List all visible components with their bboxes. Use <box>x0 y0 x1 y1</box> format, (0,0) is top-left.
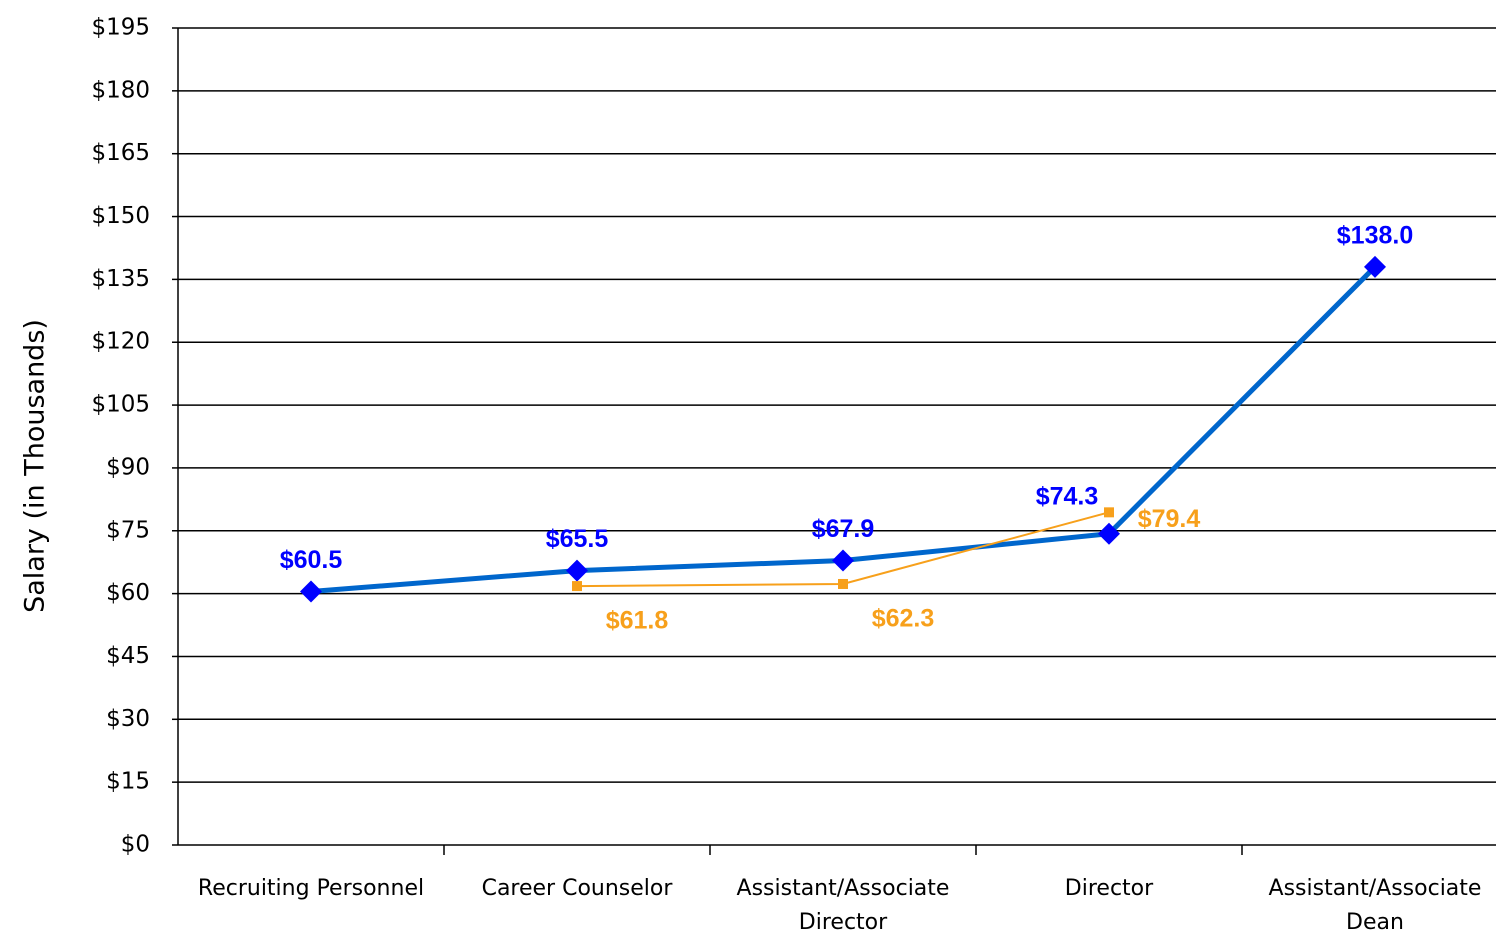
x-tick-label: Director <box>1064 876 1154 901</box>
marker <box>832 549 854 572</box>
marker <box>1364 255 1386 278</box>
value-label: $65.5 <box>546 525 609 553</box>
y-tick-label: $60 <box>106 580 150 606</box>
value-label: $138.0 <box>1337 221 1413 249</box>
y-tick-label: $180 <box>91 77 150 103</box>
marker <box>838 578 848 589</box>
y-tick-label: $0 <box>121 832 150 858</box>
value-label: $61.8 <box>606 607 669 635</box>
x-tick-label: Recruiting Personnel <box>197 876 425 901</box>
y-tick-label: $150 <box>91 203 150 229</box>
y-tick-label: $165 <box>91 140 150 166</box>
y-tick-label: $75 <box>106 517 150 543</box>
marker <box>572 581 582 592</box>
marker <box>1104 507 1114 518</box>
value-label: $62.3 <box>872 605 935 633</box>
y-tick-label: $120 <box>91 329 150 355</box>
marker <box>300 580 322 603</box>
y-tick-label: $15 <box>106 769 150 795</box>
y-axis-label: Salary (in Thousands) <box>20 319 51 613</box>
y-tick-label: $30 <box>106 706 150 732</box>
value-label: $60.5 <box>280 546 343 574</box>
x-tick-label: Assistant/Associate Director <box>736 876 950 935</box>
y-tick-label: $135 <box>91 266 150 292</box>
y-tick-label: $45 <box>106 643 150 669</box>
x-tick-label: Career Counselor <box>481 876 673 901</box>
value-label: $79.4 <box>1138 505 1201 533</box>
value-label: $67.9 <box>812 515 875 543</box>
y-tick-label: $105 <box>91 392 150 418</box>
marker <box>566 559 588 582</box>
value-label: $74.3 <box>1036 482 1099 510</box>
x-tick-label: Assistant/Associate Dean <box>1268 876 1482 935</box>
marker <box>1098 522 1120 545</box>
y-tick-label: $90 <box>106 454 150 480</box>
y-tick-label: $195 <box>91 15 150 41</box>
